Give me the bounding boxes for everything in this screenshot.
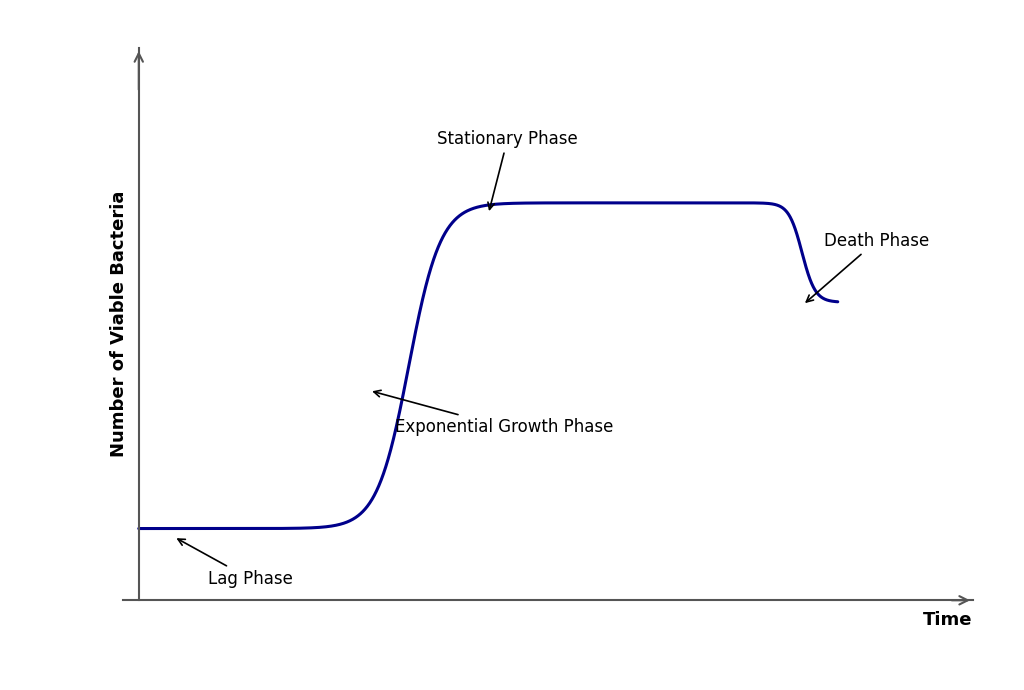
Text: Stationary Phase: Stationary Phase <box>437 130 579 209</box>
Text: Lag Phase: Lag Phase <box>178 539 293 588</box>
Y-axis label: Number of Viable Bacteria: Number of Viable Bacteria <box>110 191 128 457</box>
X-axis label: Time: Time <box>924 611 973 629</box>
Text: Exponential Growth Phase: Exponential Growth Phase <box>374 391 613 436</box>
Text: Death Phase: Death Phase <box>806 232 930 302</box>
